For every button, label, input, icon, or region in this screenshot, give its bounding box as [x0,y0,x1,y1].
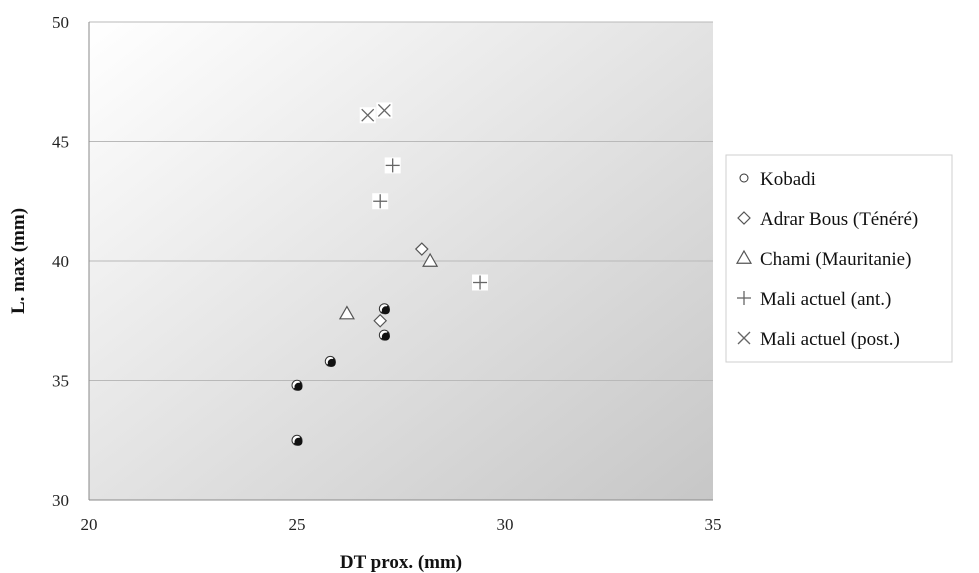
data-point-triangle [338,305,355,320]
data-point-circle [378,303,390,315]
data-point-plus [384,157,401,174]
data-point-diamond [414,242,429,256]
legend-marker [737,291,751,305]
x-tick-label: 20 [81,515,98,534]
y-tick-label: 45 [52,133,69,152]
legend-item: Adrar Bous (Ténéré) [737,209,918,230]
y-tick-label: 50 [52,13,69,32]
y-tick-label: 40 [52,252,69,271]
legend-marker [735,249,753,264]
x-tick-labels: 20 25 30 35 [81,515,722,534]
legend-label: Mali actuel (post.) [760,329,900,350]
data-point-circle [324,355,336,367]
legend-label: Mali actuel (ant.) [760,289,891,310]
y-tick-labels: 30 35 40 45 50 [52,13,69,510]
data-point-circle [378,329,390,341]
legend: Kobadi Adrar Bous (Ténéré) Chami (Mauritan… [725,154,953,363]
legend-item: Mali actuel (post.) [737,329,900,350]
y-axis-title: L. max (mm) [8,208,29,314]
legend-marker [737,211,751,225]
data-point-circle [291,434,303,446]
data-point-cross [376,102,393,119]
legend-marker [737,331,751,345]
x-tick-label: 25 [289,515,306,534]
x-tick-label: 35 [705,515,722,534]
legend-item: Chami (Mauritanie) [735,249,911,270]
legend-marker [739,173,749,183]
data-points [291,102,489,446]
data-point-plus [372,193,389,210]
legend-label: Chami (Mauritanie) [760,249,911,270]
data-point-cross [359,107,376,124]
x-tick-label: 30 [497,515,514,534]
y-tick-label: 35 [52,372,69,391]
x-axis-title: DT prox. (mm) [340,552,462,573]
y-tick-label: 30 [52,491,69,510]
legend-item: Kobadi [739,169,816,190]
data-point-plus [472,274,489,291]
data-point-diamond [373,313,388,328]
legend-label: Kobadi [760,169,816,190]
data-point-circle [291,379,303,391]
legend-label: Adrar Bous (Ténéré) [760,209,918,230]
data-point-triangle [422,252,439,267]
legend-item: Mali actuel (ant.) [737,289,891,310]
legend-box [725,154,953,363]
gridlines [89,21,713,381]
